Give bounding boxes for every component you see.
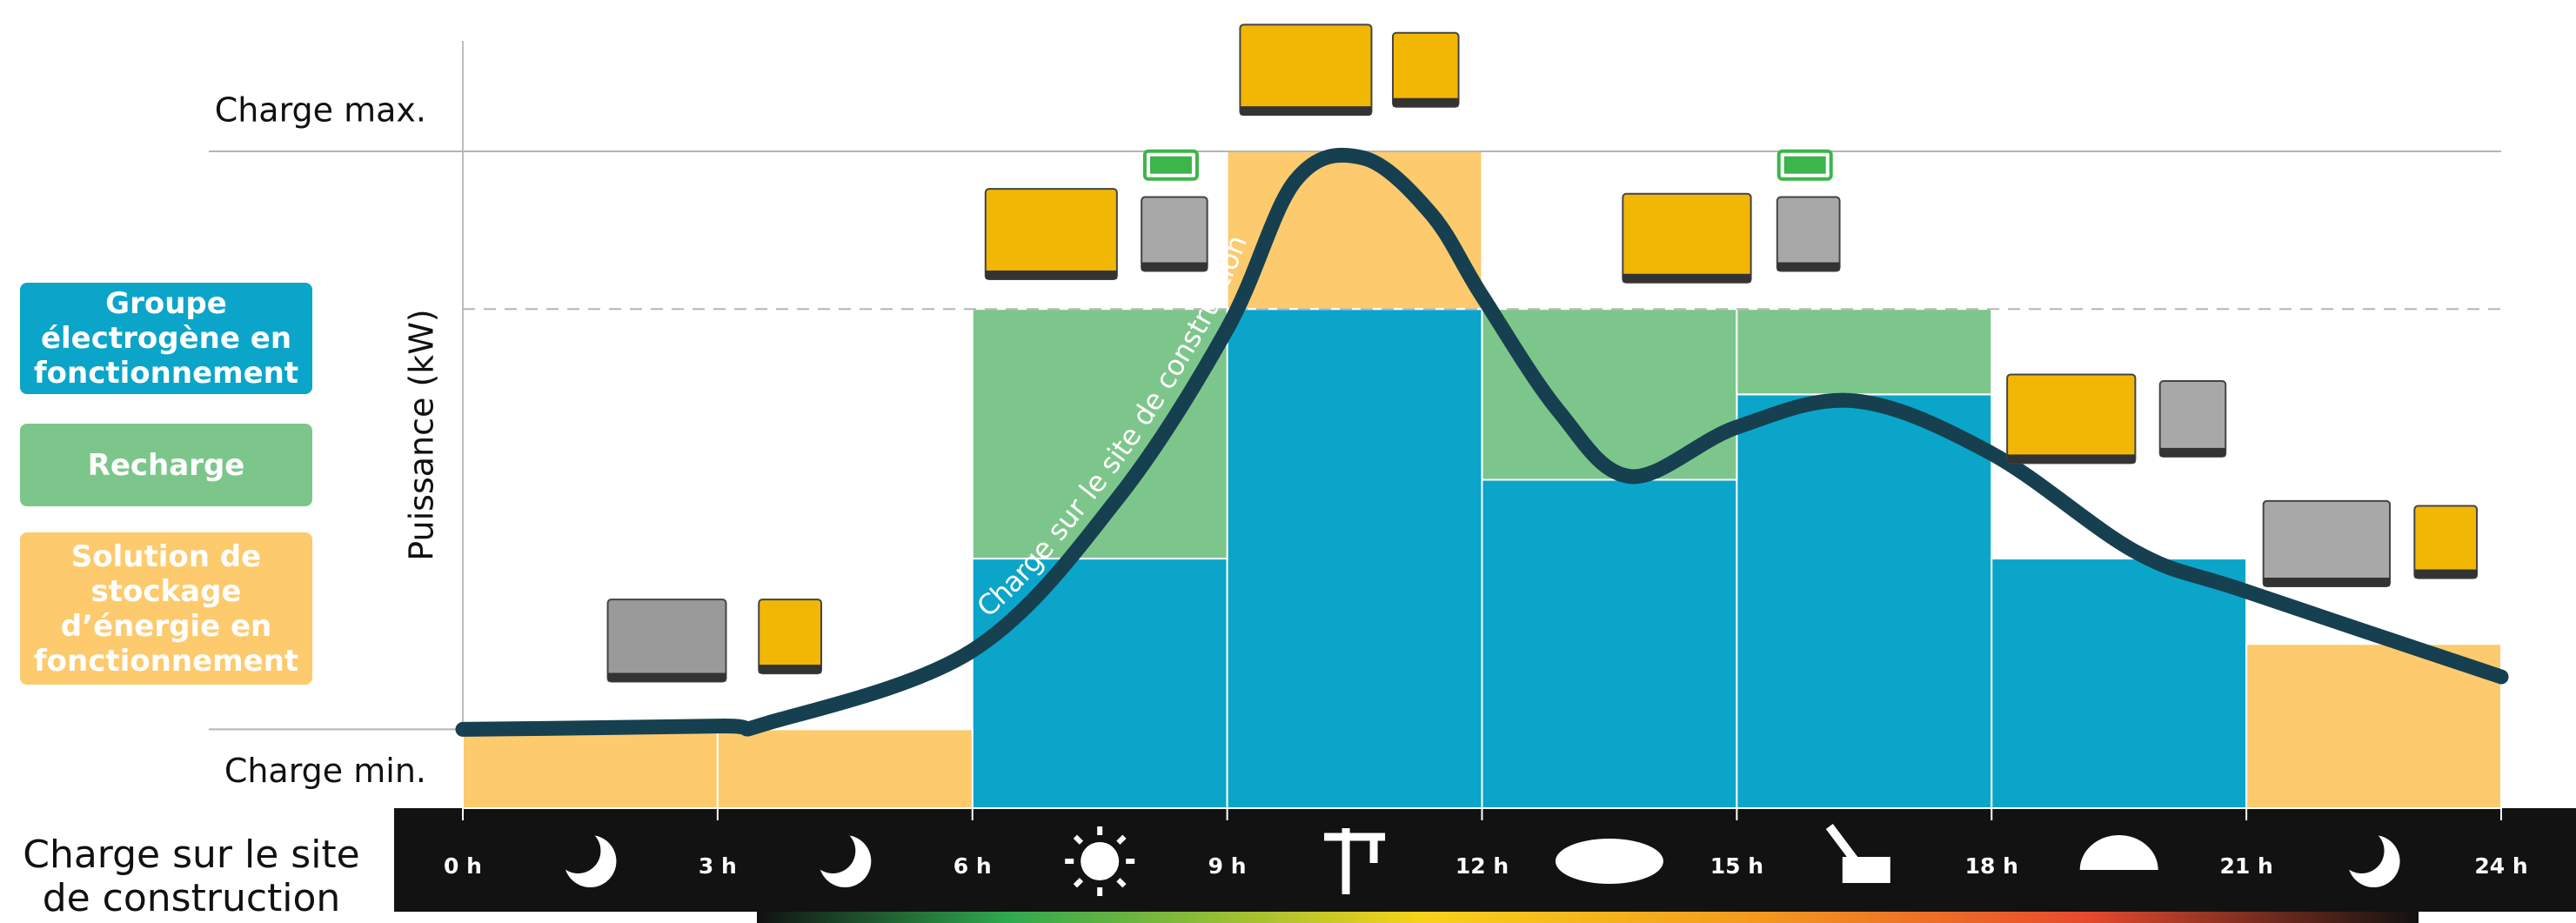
generator-icon (1141, 196, 1208, 272)
generator-icon (2006, 373, 2137, 465)
moon-cut (2338, 828, 2385, 873)
battery-icon (1776, 149, 1833, 181)
y-tick-label: Charge max. (215, 91, 426, 130)
bar-segment (1226, 308, 1483, 809)
sun-ray (1116, 878, 1127, 888)
battery-charge (1783, 156, 1826, 174)
generator-base (607, 672, 726, 682)
x-tick-label: 15 h (1710, 853, 1763, 879)
excavator-arm (1825, 824, 1859, 864)
bar-segment (971, 558, 1228, 809)
bar-segment (1736, 308, 1993, 396)
x-tick-label: 3 h (699, 853, 737, 879)
generator-icon (2413, 505, 2479, 579)
excavator-icon (1842, 857, 1890, 883)
generator-base (2159, 447, 2226, 457)
bar-segment (1481, 478, 1738, 809)
moon-cut (555, 828, 601, 873)
x-tick-label: 6 h (953, 853, 992, 879)
generator-base (1141, 262, 1208, 271)
battery-charge (1149, 156, 1192, 174)
sun-ray (1116, 834, 1127, 845)
x-tick-label: 21 h (2219, 853, 2272, 879)
generator-icon (1392, 31, 1460, 108)
generator-base (985, 270, 1117, 279)
legend-entry: Groupe électrogène en fonctionnement (20, 283, 312, 394)
bar-segment (1736, 393, 1993, 809)
x-tick-label: 12 h (1455, 853, 1509, 879)
load-gradient (757, 912, 2419, 923)
time-strip (394, 808, 2576, 912)
generator-base (1776, 262, 1840, 271)
sun-ray (1073, 878, 1084, 888)
generator-base (2263, 578, 2391, 587)
generator-base (2007, 454, 2136, 464)
legend-entry: Solution de stockage d’énergie en foncti… (20, 532, 312, 685)
generator-base (1393, 97, 1459, 107)
y-axis-label: Puissance (kW) (403, 309, 441, 560)
crane-icon (1324, 828, 1386, 894)
generator-base (1240, 106, 1372, 116)
generator-base (1623, 273, 1751, 283)
x-tick-label: 24 h (2474, 853, 2527, 879)
generator-base (2414, 569, 2478, 579)
legend-entry: Recharge (20, 424, 312, 506)
generator-icon (2158, 380, 2227, 458)
x-tick-label: 0 h (444, 853, 482, 879)
generator-icon (2262, 499, 2392, 588)
x-tick-label: 18 h (1965, 853, 2018, 879)
x-tick-label: 9 h (1208, 853, 1247, 879)
moon-cut (810, 828, 856, 873)
generator-base (759, 665, 821, 674)
bar-segment (462, 728, 719, 810)
battery-icon (1142, 149, 1199, 181)
load-curve (455, 147, 2509, 737)
sun-ray (1073, 834, 1084, 845)
bar-segment (716, 728, 974, 810)
generator-icon (1622, 192, 1752, 284)
x-axis-label: Charge sur le site de construction (23, 833, 360, 920)
bar-segment (1991, 558, 2248, 809)
generator-icon (758, 599, 822, 675)
bar-segment (2245, 643, 2502, 809)
generator-icon (984, 188, 1118, 280)
y-tick-label: Charge min. (224, 752, 426, 790)
sunset-icon (2079, 835, 2158, 870)
generator-icon (606, 599, 727, 683)
sun-icon (1081, 842, 1120, 880)
generator-icon (1776, 196, 1841, 272)
sandwich-icon (1555, 839, 1663, 884)
generator-icon (1239, 23, 1373, 117)
